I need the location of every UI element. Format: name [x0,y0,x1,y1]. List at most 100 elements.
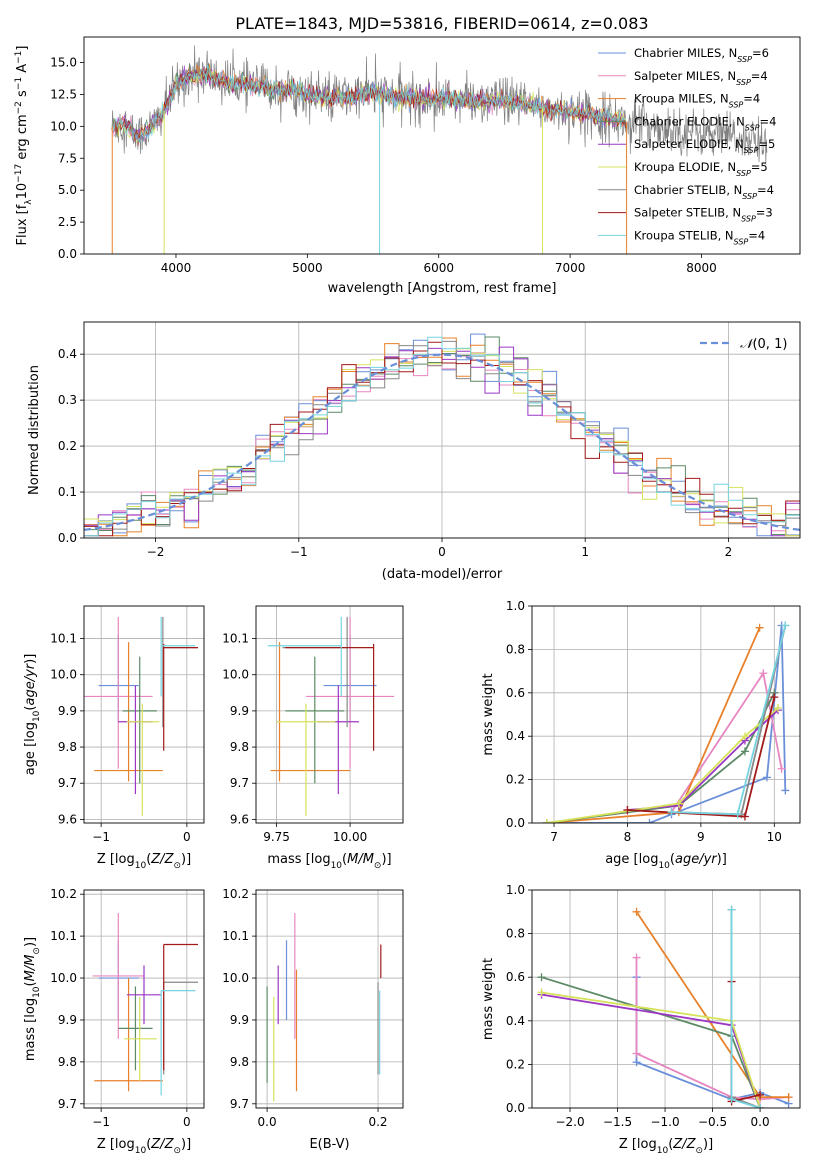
y-tick-label: 9.7 [58,1097,77,1111]
axes-frame [255,605,404,824]
error-bar-point [122,656,157,784]
y-tick-label: 0.4 [506,729,525,743]
y-tick-label: 2.5 [58,215,77,229]
weight-marker [781,621,790,630]
weight-marker [632,1049,641,1058]
axes-frame [83,889,205,1109]
error-bar-point [84,616,153,769]
plot-area [256,890,403,1108]
x-tick-label: 9.75 [263,830,290,844]
y-tick-label: 10.0 [50,971,77,985]
figure-title: PLATE=1843, MJD=53816, FIBERID=0614, z=0… [235,14,648,33]
weight-marker [537,988,546,997]
y-tick-label: 10.0 [50,119,77,133]
y-tick-label: 10.0 [222,668,249,682]
y-tick-label: 9.6 [230,812,249,826]
plot-area [111,45,768,254]
weight-marker [645,819,654,823]
weight-marker [755,623,764,632]
panel-1: 4000 5000 6000 7000 8000 0.0 2.5 5.0 7.5 10.0 12.5… [14,36,801,296]
x-tick-label: 10 [767,830,782,844]
y-tick-label: 10.1 [50,632,77,646]
y-tick-label: 10.0 [222,971,249,985]
model-spectrum-line [112,63,626,140]
y-tick-label: 0.1 [58,485,77,499]
legend-label: Kroupa MILES, NSSP=4 [634,92,760,110]
y-tick-label: 1.0 [506,599,525,613]
y-axis-label: age [log10(age/yr)] [23,654,42,776]
weight-marker [762,773,771,782]
weight-marker [733,810,742,819]
weight-marker [542,819,551,823]
x-tick-label: 10.00 [333,830,367,844]
plot-area [532,890,800,1108]
y-tick-label: 10.2 [50,887,77,901]
y-tick-label: 9.8 [58,1055,77,1069]
model-spectrum-line [112,64,627,143]
legend-label: Kroupa STELIB, NSSP=4 [634,228,765,246]
legend-label: Salpeter STELIB, NSSP=3 [634,206,773,224]
panel-6: −1 0 9.7 9.8 9.9 10.0 10.1 10.2 Z [log10(Z/Z⊙)] m… [23,887,205,1156]
weight-line [546,692,776,823]
x-tick-label: 0 [438,545,446,559]
x-axis-label: E(B-V) [309,1137,349,1152]
legend-label: Salpeter ELODIE, NSSP=5 [634,137,775,155]
x-tick-label: −1 [92,1115,110,1129]
weight-marker [784,1093,793,1102]
error-bar-point [126,703,160,816]
y-tick-label: 9.9 [230,1013,249,1027]
y-axis-label: mass [log10(M/M⊙)] [23,937,42,1061]
x-tick-label: 0 [183,830,191,844]
x-tick-label: 8000 [686,261,717,275]
weight-marker [770,693,779,702]
plot-area [256,606,403,823]
y-tick-label: 0.0 [58,531,77,545]
axes-frame [83,321,801,539]
weight-line [546,625,787,823]
x-tick-label: 7000 [555,261,586,275]
x-tick-label: 1 [581,545,589,559]
y-tick-label: 9.7 [230,1097,249,1111]
y-tick-label: 0.0 [506,816,525,830]
y-tick-label: 0.8 [506,642,525,656]
error-bar-point [118,986,153,1071]
x-axis-label: age [log10(age/yr)] [605,852,727,871]
error-bar-point [267,616,342,697]
y-tick-label: 9.7 [230,776,249,790]
y-tick-label: 9.8 [230,1055,249,1069]
x-tick-label: −1.5 [603,1115,632,1129]
y-tick-label: 10.1 [222,632,249,646]
weight-marker [667,808,676,817]
y-tick-label: 9.8 [58,740,77,754]
weight-marker [740,747,749,756]
plot-area [532,606,800,823]
error-bar-point [276,703,336,816]
x-tick-label: 0.0 [258,1115,277,1129]
y-tick-label: 0.6 [506,686,525,700]
error-bar-point [94,642,163,782]
weight-marker [740,732,749,741]
error-bar-point [126,965,162,1025]
y-tick-label: 0.2 [58,439,77,453]
y-tick-label: 1.0 [506,883,525,897]
weight-marker [781,786,790,795]
y-tick-label: 0.2 [506,1057,525,1071]
x-tick-label: 4000 [161,261,192,275]
axes-frame [83,605,205,824]
weight-marker [537,973,546,982]
weight-marker [756,1104,765,1108]
weight-marker [727,905,736,914]
x-tick-label: −2.0 [555,1115,584,1129]
legend: 𝒩(0, 1) [700,337,787,352]
x-axis-label: wavelength [Angstrom, rest frame] [328,281,557,296]
y-tick-label: 15.0 [50,56,77,70]
normal-curve [84,353,800,531]
legend-label: Chabrier MILES, NSSP=6 [634,46,769,64]
y-tick-label: 10.1 [222,929,249,943]
legend-label: Chabrier ELODIE, NSSP=4 [634,114,776,131]
x-tick-label: −2 [147,545,165,559]
y-tick-label: 12.5 [50,87,77,101]
weight-marker [756,1090,765,1099]
error-bar-point [160,616,196,697]
